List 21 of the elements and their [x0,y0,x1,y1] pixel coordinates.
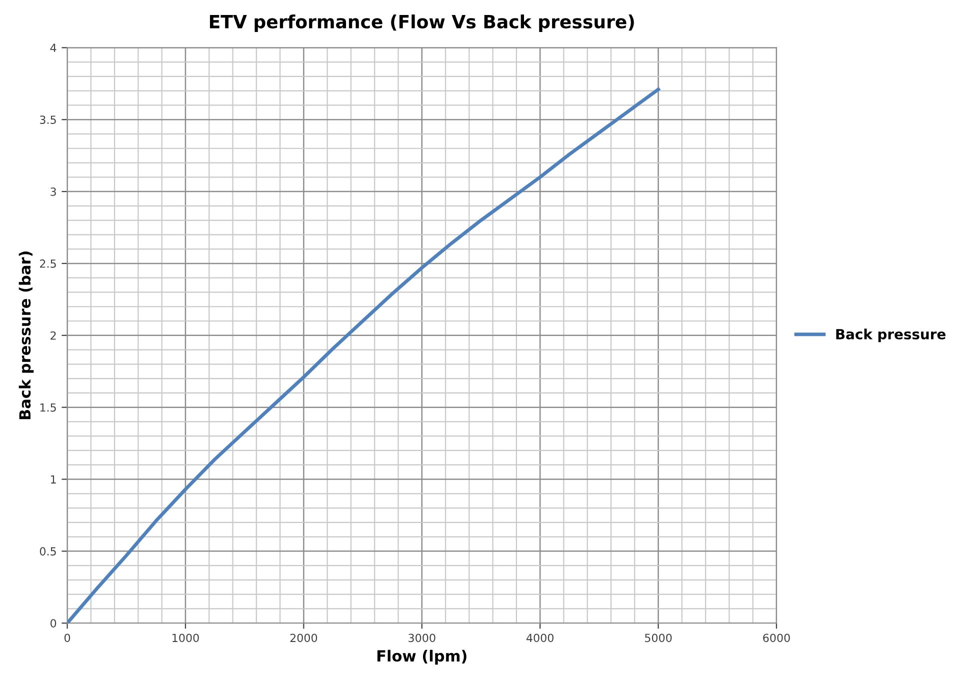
legend-label: Back pressure [836,328,946,342]
chart-title: ETV performance (Flow Vs Back pressure) [210,14,634,32]
y-tick-label: 0 [50,619,56,628]
y-tick-label: 0.5 [40,547,56,556]
x-tick-label: 2000 [290,634,318,642]
x-tick-label: 3000 [408,634,436,642]
y-tick-label: 3.5 [40,116,56,124]
line-series [67,88,660,624]
y-tick-label: 3 [50,188,56,196]
x-tick-label: 4000 [526,634,554,642]
x-tick-label: 6000 [763,634,790,642]
x-tick-label: 0 [64,634,70,642]
y-axis-title: Back pressure (bar) [18,252,34,420]
y-tick-label: 4 [50,44,56,52]
y-tick-label: 1.5 [40,403,56,412]
x-tick-label: 5000 [645,634,672,642]
x-tick-label: 1000 [172,634,199,642]
y-tick-label: 2 [50,331,56,340]
y-tick-label: 1 [51,475,56,484]
y-tick-label: 2.5 [40,259,56,268]
x-axis-title: Flow (lpm) [377,650,466,665]
